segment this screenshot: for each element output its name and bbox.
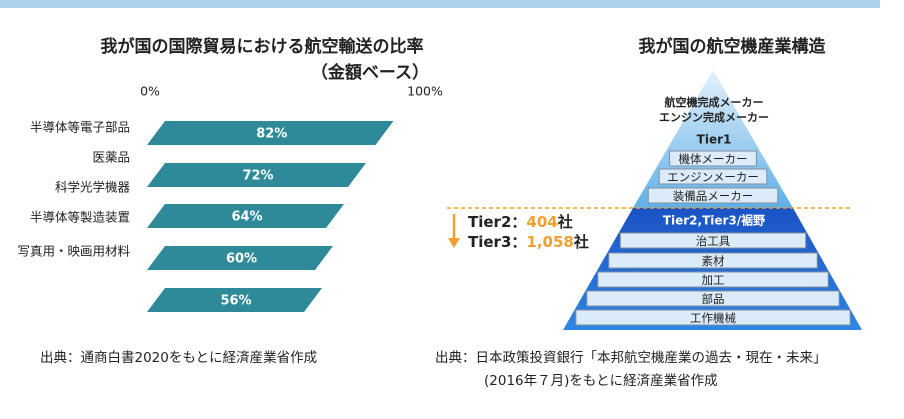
category-label: 医薬品 <box>92 150 130 165</box>
data-label: 64% <box>231 210 262 225</box>
data-label: 82% <box>256 127 287 142</box>
count-unit: 社 <box>573 233 589 251</box>
x-tick-label: 0% <box>140 84 160 99</box>
chart-subtitle: （金額ベース） <box>311 62 429 83</box>
box-label: 機体メーカー <box>679 152 748 166</box>
source: 出典：通商白書2020をもとに経済産業省作成 <box>40 350 317 366</box>
box-label: 加工 <box>702 273 725 287</box>
category-label: 科学光学機器 <box>55 180 131 195</box>
count-number: 1,058 <box>526 233 573 251</box>
bar <box>147 163 366 187</box>
box-label: 部品 <box>702 292 725 306</box>
box-label: エンジンメーカー <box>667 170 759 184</box>
box-label: 治工具 <box>696 234 731 248</box>
count: Tier3：1,058社 <box>468 233 589 251</box>
tier23-header: Tier2,Tier3/裾野 <box>663 213 765 228</box>
bar-chart: 0% 100% 半導体等電子部品 82% 医薬品 72% 科学光学機器 64% 半導体等製造装置… <box>17 84 443 312</box>
box <box>586 290 840 307</box>
count-label: Tier3： <box>468 233 526 251</box>
source: 出典：日本政策投資銀行「本邦航空機産業の過去・現在・未来」 <box>435 349 827 366</box>
bar <box>147 288 322 312</box>
bar <box>147 204 344 228</box>
count-unit: 社 <box>557 213 573 231</box>
data-label: 60% <box>226 252 257 267</box>
box-label: 素材 <box>702 254 725 268</box>
apex-label: 航空機完成メーカー <box>665 95 764 109</box>
apex-label: エンジン完成メーカー <box>659 110 769 124</box>
box-label: 装備品メーカー <box>673 189 754 203</box>
count-label: Tier2： <box>468 213 526 231</box>
category-label: 写真用・映画用材料 <box>17 244 130 259</box>
tier1-header: Tier1 <box>697 133 732 147</box>
box <box>647 187 779 204</box>
box <box>575 309 851 326</box>
box <box>597 271 829 288</box>
box <box>669 150 757 167</box>
chart-title: 我が国の国際貿易における航空輸送の比率 <box>101 36 424 57</box>
box-label: 工作機械 <box>690 311 736 325</box>
count: Tier2：404社 <box>468 213 573 231</box>
pyramid-title: 我が国の航空機産業構造 <box>639 36 827 57</box>
box <box>619 232 807 249</box>
box <box>608 252 818 269</box>
count-number: 404 <box>526 213 557 231</box>
box <box>658 168 768 185</box>
x-tick-label: 100% <box>407 84 443 99</box>
data-label: 72% <box>242 169 273 184</box>
bar <box>147 246 333 270</box>
arrow-head <box>448 238 460 248</box>
data-label: 56% <box>220 294 251 309</box>
category-label: 半導体等電子部品 <box>30 120 130 135</box>
top-band <box>0 0 880 8</box>
source: (2016年７月)をもとに経済産業省作成 <box>484 373 718 389</box>
bar <box>147 121 394 145</box>
category-label: 半導体等製造装置 <box>30 210 130 225</box>
